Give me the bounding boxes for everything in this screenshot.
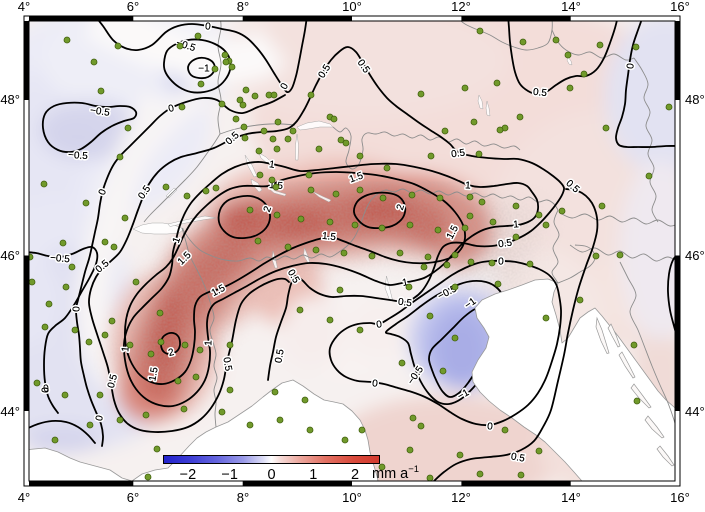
- svg-text:12°: 12°: [451, 0, 471, 14]
- svg-text:1: 1: [268, 159, 275, 171]
- svg-text:0: 0: [43, 383, 50, 395]
- svg-text:1: 1: [120, 345, 131, 352]
- svg-text:0: 0: [372, 378, 379, 390]
- svg-text:−0.5: −0.5: [68, 150, 89, 162]
- svg-text:10°: 10°: [342, 490, 362, 505]
- svg-text:1: 1: [309, 467, 317, 483]
- svg-text:0.5: 0.5: [220, 356, 233, 372]
- svg-text:0.5: 0.5: [532, 87, 547, 99]
- svg-text:8°: 8°: [237, 490, 249, 505]
- svg-text:1: 1: [513, 219, 520, 230]
- svg-text:1: 1: [513, 219, 520, 230]
- svg-text:0: 0: [94, 414, 106, 422]
- svg-text:1.5: 1.5: [348, 170, 365, 185]
- svg-text:0: 0: [625, 62, 637, 69]
- svg-text:0: 0: [94, 414, 106, 422]
- svg-text:0: 0: [167, 103, 176, 115]
- svg-text:−2: −2: [180, 467, 197, 483]
- svg-text:0: 0: [205, 21, 212, 32]
- svg-text:mm a−1: mm a−1: [372, 464, 419, 482]
- svg-text:0: 0: [71, 306, 82, 312]
- svg-text:16°: 16°: [670, 490, 690, 505]
- svg-text:1.5: 1.5: [321, 231, 336, 243]
- svg-text:0: 0: [43, 383, 50, 395]
- svg-text:2: 2: [167, 347, 176, 359]
- svg-text:0.5: 0.5: [497, 238, 513, 251]
- svg-text:46°: 46°: [0, 248, 20, 263]
- svg-text:16°: 16°: [670, 0, 690, 14]
- svg-text:0.5: 0.5: [532, 87, 547, 99]
- svg-text:0.5: 0.5: [220, 356, 233, 372]
- svg-text:0: 0: [97, 187, 109, 196]
- svg-text:10°: 10°: [342, 0, 362, 14]
- svg-text:1: 1: [120, 345, 131, 352]
- svg-text:1: 1: [401, 277, 409, 289]
- svg-text:0: 0: [167, 103, 176, 115]
- svg-text:1: 1: [465, 180, 472, 191]
- svg-text:1.5: 1.5: [321, 231, 336, 243]
- svg-text:44°: 44°: [685, 404, 705, 419]
- svg-text:0: 0: [71, 306, 82, 312]
- svg-text:14°: 14°: [561, 0, 581, 14]
- svg-text:2: 2: [395, 203, 407, 212]
- svg-text:0: 0: [279, 81, 292, 91]
- svg-text:0.5: 0.5: [397, 297, 413, 310]
- svg-text:0: 0: [498, 256, 505, 267]
- svg-text:1: 1: [401, 277, 409, 289]
- svg-text:0: 0: [205, 21, 212, 32]
- svg-text:14°: 14°: [561, 490, 581, 505]
- svg-text:0.5: 0.5: [273, 348, 286, 364]
- svg-text:12°: 12°: [451, 490, 471, 505]
- svg-text:4°: 4°: [18, 0, 30, 14]
- svg-text:2: 2: [262, 204, 274, 213]
- svg-text:1: 1: [268, 159, 275, 171]
- svg-text:0.5: 0.5: [510, 451, 526, 464]
- svg-text:−1: −1: [198, 64, 210, 75]
- svg-text:0: 0: [376, 319, 383, 331]
- svg-text:1.5: 1.5: [147, 366, 160, 382]
- svg-text:8°: 8°: [237, 0, 249, 14]
- svg-text:0: 0: [487, 421, 494, 432]
- svg-text:0: 0: [376, 319, 383, 331]
- svg-text:1: 1: [465, 180, 472, 191]
- svg-text:6°: 6°: [127, 0, 139, 14]
- svg-text:4°: 4°: [18, 490, 30, 505]
- svg-text:2: 2: [167, 347, 176, 359]
- svg-text:1.5: 1.5: [147, 366, 160, 382]
- svg-text:−1: −1: [198, 64, 210, 75]
- svg-text:0.5: 0.5: [106, 373, 120, 390]
- svg-text:0: 0: [498, 256, 505, 267]
- svg-text:0.5: 0.5: [450, 148, 466, 161]
- svg-text:0: 0: [487, 421, 494, 432]
- svg-text:6°: 6°: [127, 490, 139, 505]
- svg-text:48°: 48°: [685, 92, 705, 107]
- svg-text:1: 1: [203, 340, 214, 346]
- svg-text:0.5: 0.5: [497, 238, 513, 251]
- svg-text:0.5: 0.5: [510, 451, 526, 464]
- svg-text:2: 2: [351, 467, 359, 483]
- svg-text:0: 0: [267, 467, 275, 483]
- svg-text:−0.5: −0.5: [89, 105, 111, 119]
- svg-text:44°: 44°: [0, 404, 20, 419]
- svg-text:1: 1: [171, 235, 183, 244]
- svg-text:0.5: 0.5: [450, 148, 466, 161]
- svg-text:0: 0: [625, 62, 637, 69]
- svg-text:0: 0: [40, 386, 51, 393]
- svg-text:−0.5: −0.5: [50, 253, 71, 266]
- svg-text:−0.5: −0.5: [89, 105, 111, 119]
- svg-text:0.5: 0.5: [273, 348, 286, 364]
- svg-text:−0.5: −0.5: [68, 150, 89, 162]
- svg-text:48°: 48°: [0, 92, 20, 107]
- svg-text:−0.5: −0.5: [50, 253, 71, 266]
- svg-text:46°: 46°: [685, 248, 705, 263]
- svg-text:1: 1: [203, 340, 214, 346]
- svg-text:0: 0: [40, 386, 51, 393]
- svg-text:−1: −1: [221, 467, 238, 483]
- svg-text:0: 0: [372, 378, 379, 390]
- svg-text:−1: −1: [456, 387, 472, 402]
- svg-text:0.5: 0.5: [397, 297, 413, 310]
